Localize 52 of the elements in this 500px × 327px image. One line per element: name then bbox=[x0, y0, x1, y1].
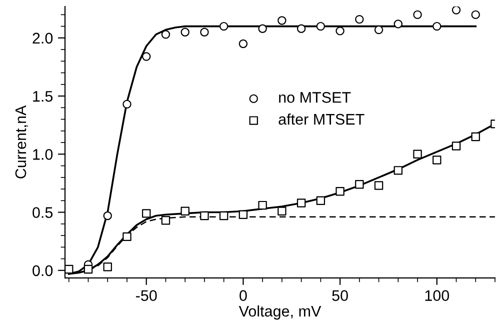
point bbox=[122, 100, 132, 109]
y-tick-label: 1.5 bbox=[33, 91, 53, 102]
point bbox=[336, 26, 344, 36]
point bbox=[452, 6, 461, 14]
legend-label: after MTSET bbox=[278, 114, 364, 125]
legend-label: no MTSET bbox=[279, 92, 351, 103]
point bbox=[413, 150, 422, 159]
point bbox=[180, 28, 190, 36]
point bbox=[142, 52, 151, 61]
x-tick-label: 100 bbox=[425, 290, 450, 301]
point bbox=[394, 166, 403, 175]
y-tick-label: 0.5 bbox=[32, 207, 53, 218]
point bbox=[84, 264, 93, 274]
point bbox=[355, 14, 364, 24]
point bbox=[355, 180, 364, 189]
point bbox=[413, 10, 422, 20]
point bbox=[258, 200, 267, 210]
point bbox=[432, 156, 442, 164]
x-axis-title: Voltage, mV bbox=[238, 305, 322, 320]
point bbox=[296, 198, 306, 208]
point bbox=[219, 22, 228, 31]
point bbox=[394, 20, 403, 28]
point bbox=[278, 206, 286, 216]
point bbox=[180, 206, 190, 216]
y-axis-title: Current,nA bbox=[15, 105, 28, 178]
point bbox=[103, 211, 112, 220]
point bbox=[238, 39, 248, 48]
point bbox=[278, 16, 286, 25]
point bbox=[452, 142, 461, 150]
point bbox=[200, 211, 209, 220]
x-tick-label: -50 bbox=[136, 290, 157, 301]
point bbox=[122, 232, 132, 242]
point bbox=[471, 10, 480, 20]
point bbox=[161, 216, 170, 225]
y-tick-label: 2.0 bbox=[32, 32, 53, 44]
point bbox=[258, 24, 267, 33]
y-tick-label: 0.0 bbox=[32, 265, 53, 276]
point bbox=[296, 24, 306, 33]
point bbox=[316, 196, 326, 206]
x-tick-label: 0 bbox=[240, 290, 247, 301]
point bbox=[219, 211, 228, 220]
point bbox=[103, 262, 112, 272]
point bbox=[374, 181, 384, 190]
point bbox=[142, 209, 151, 218]
point bbox=[471, 132, 480, 142]
point bbox=[336, 186, 344, 196]
y-tick-label: 1.0 bbox=[33, 149, 53, 160]
x-tick-label: 50 bbox=[332, 290, 348, 301]
point bbox=[200, 28, 209, 36]
point bbox=[432, 22, 442, 31]
point bbox=[238, 210, 248, 219]
point bbox=[316, 22, 326, 31]
